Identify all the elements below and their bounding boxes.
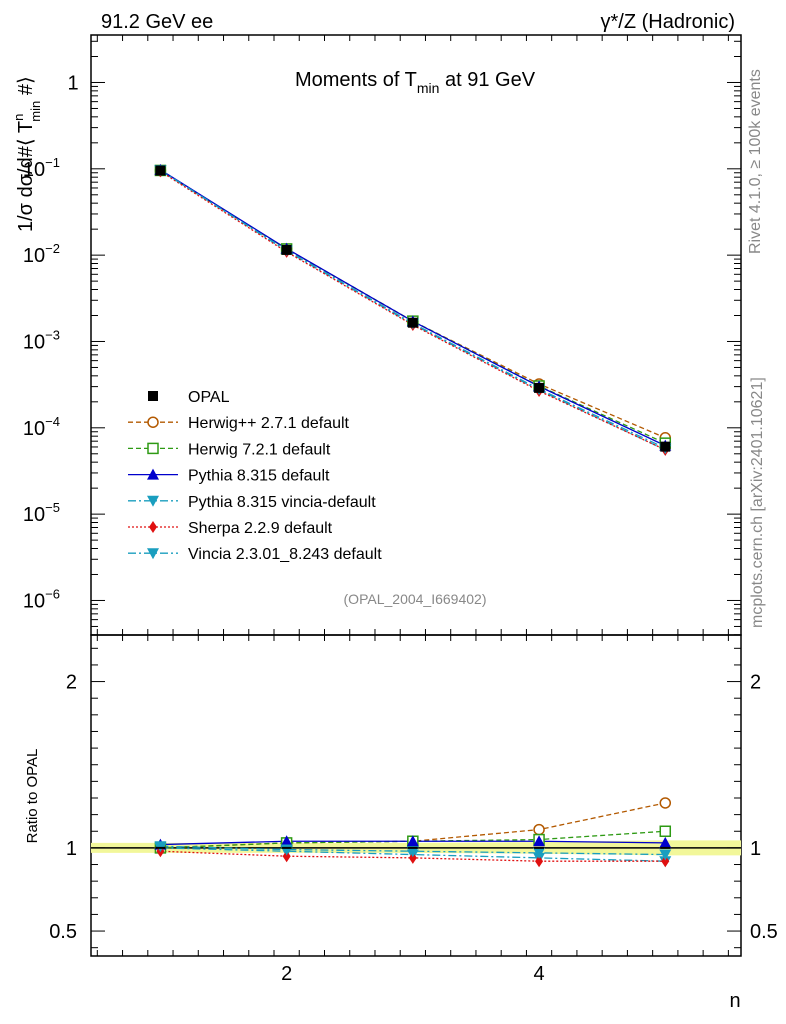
y-tick-label-exp: −6 — [45, 586, 60, 601]
legend-marker — [149, 521, 157, 533]
ratio-point — [406, 835, 419, 847]
y-tick-label: 10−5 — [23, 500, 60, 526]
main-ticks — [91, 35, 741, 636]
ratio-frame — [90, 634, 742, 957]
x-tick-label: 4 — [533, 963, 544, 985]
chart-title-sub: min — [417, 80, 440, 96]
y-tick-label-exp: −3 — [45, 327, 60, 342]
ratio-series — [154, 797, 672, 868]
ratio-point — [282, 850, 291, 863]
series-line-0 — [160, 170, 666, 439]
legend: OPAL Herwig++ 2.7.1 default Herwig 7.2.1 d… — [128, 389, 382, 563]
y-tick-label-base: 10 — [23, 331, 45, 353]
ratio-point — [280, 835, 293, 847]
legend-marker — [147, 468, 159, 480]
ratio-y-tick-label: 1 — [66, 838, 77, 860]
ratio-y-tick-label-right: 1 — [750, 838, 761, 860]
ratio-point — [659, 797, 672, 809]
ratio-point — [659, 849, 672, 861]
legend-marker — [147, 442, 159, 455]
series-line-3 — [160, 169, 666, 451]
ratio-point — [659, 825, 672, 838]
ratio-point — [408, 851, 417, 864]
data-point — [407, 317, 418, 328]
y-tick-label: 1 — [67, 72, 78, 94]
legend-marker — [147, 495, 159, 507]
mcplots-label: mcplots.cern.ch [arXiv:2401.10621] — [749, 377, 766, 628]
series-line-2 — [160, 169, 666, 447]
y-axis-label-sub: min — [28, 101, 43, 122]
series-line-4 — [160, 170, 666, 451]
legend-label: Vincia 2.3.01_8.243 default — [188, 546, 382, 563]
header-right: γ*/Z (Hadronic) — [601, 11, 735, 33]
ratio-y-tick-labels: 0.5 0.5 1 1 2 2 — [49, 672, 778, 943]
y-tick-label-base: 10 — [23, 590, 45, 612]
series-line-5 — [160, 169, 666, 449]
data-point — [534, 382, 545, 393]
legend-label: Pythia 8.315 default — [188, 468, 330, 485]
ratio-y-tick-label: 0.5 — [49, 921, 77, 943]
chart-title-post: at 91 GeV — [439, 69, 535, 91]
y-tick-label-exp: −4 — [45, 414, 60, 429]
chart-title-main: Moments of T — [295, 69, 417, 91]
ratio-point — [533, 847, 546, 859]
y-tick-label: 10−6 — [23, 586, 60, 612]
ratio-point — [659, 836, 672, 848]
main-frame — [90, 34, 742, 636]
y-tick-label: 10−1 — [23, 155, 60, 181]
analysis-watermark: (OPAL_2004_I669402) — [344, 591, 487, 607]
main-series — [154, 163, 672, 456]
ratio-ticks — [91, 635, 741, 956]
header-left: 91.2 GeV ee — [101, 11, 213, 33]
y-tick-label-base: 10 — [23, 418, 45, 440]
ratio-y-tick-label: 2 — [66, 672, 77, 694]
y-axis-label: 1/σ dσ/d#⟨ Tn min #⟩ — [11, 76, 43, 232]
y-tick-label-exp: −2 — [45, 241, 60, 256]
ratio-point — [535, 855, 544, 868]
legend-marker — [147, 416, 159, 428]
data-point — [281, 244, 292, 255]
y-axis-label-end: #⟩ — [15, 76, 37, 100]
legend-marker — [147, 548, 159, 560]
ratio-point — [661, 855, 670, 868]
y-tick-label-base: 10 — [23, 504, 45, 526]
legend-label: Herwig++ 2.7.1 default — [188, 415, 350, 432]
header-right-gamma: γ — [601, 11, 611, 33]
legend-label: OPAL — [188, 389, 230, 406]
y-axis-label-main: 1/σ dσ/d#⟨ T — [15, 121, 37, 232]
ratio-y-tick-label-right: 0.5 — [750, 921, 778, 943]
y-tick-label-exp: −1 — [45, 155, 60, 170]
legend-label: Pythia 8.315 vincia-default — [188, 494, 376, 511]
legend-label: Sherpa 2.2.9 default — [188, 520, 333, 537]
ratio-point — [154, 841, 167, 853]
legend-label: Herwig 7.2.1 default — [188, 441, 331, 458]
ratio-point — [533, 835, 546, 847]
y-tick-label: 10−2 — [23, 241, 60, 267]
data-point — [155, 165, 166, 176]
data-point — [660, 441, 671, 452]
legend-marker — [148, 391, 158, 401]
x-axis-label: n — [729, 990, 740, 1012]
main-y-tick-labels: 110−110−210−310−410−510−6 — [23, 72, 79, 612]
y-tick-label: 10−3 — [23, 327, 60, 353]
ratio-y-tick-label-right: 2 — [750, 672, 761, 694]
y-tick-label-base: 1 — [67, 72, 78, 94]
ratio-y-axis-label: Ratio to OPAL — [24, 749, 41, 844]
y-tick-label-base: 10 — [23, 159, 45, 181]
x-tick-label: 2 — [281, 963, 292, 985]
y-tick-label-exp: −5 — [45, 500, 60, 515]
ratio-point — [533, 823, 545, 836]
y-axis-label-sup: n — [11, 114, 26, 121]
main-panel: 110−110−210−310−410−510−6 Moments of Tmi… — [11, 34, 742, 636]
series-line-1 — [160, 169, 666, 444]
chart-title: Moments of Tmin at 91 GeV — [295, 69, 536, 96]
rivet-version-label: Rivet 4.1.0, ≥ 100k events — [747, 69, 764, 254]
y-tick-label: 10−4 — [23, 414, 60, 440]
ratio-point — [406, 846, 419, 858]
header-right-rest: */Z (Hadronic) — [611, 11, 735, 33]
y-tick-label-base: 10 — [23, 245, 45, 267]
